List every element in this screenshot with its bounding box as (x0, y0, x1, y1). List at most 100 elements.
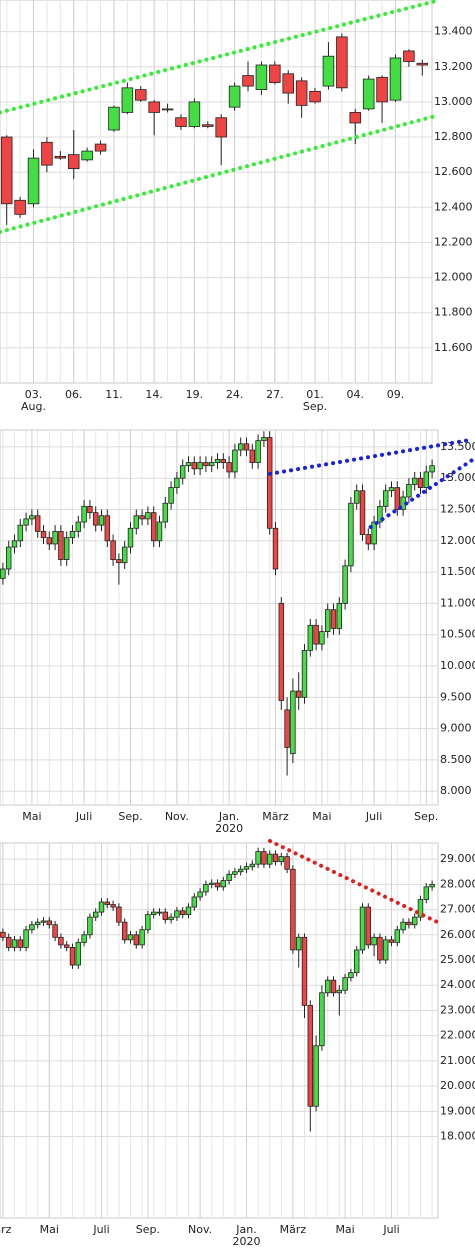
candle-body (220, 459, 227, 463)
x-tick-label: 01. (306, 388, 324, 401)
candle-body (406, 484, 412, 498)
x-tick-label: 04. (347, 388, 365, 401)
y-tick-label: 13.500 (440, 440, 475, 453)
candle-body (423, 886, 430, 900)
candle-body (87, 916, 93, 936)
candle-body (266, 853, 273, 865)
candle-body (269, 64, 281, 83)
candle-body (135, 89, 147, 101)
candle-body (342, 977, 348, 991)
candle-body (376, 76, 388, 103)
candle-body (215, 117, 227, 138)
candle-body (377, 505, 383, 523)
candle-body (188, 101, 201, 127)
candle-body (214, 882, 221, 888)
candle-body (272, 527, 279, 570)
candle-body (382, 939, 389, 961)
y-tick-label: 12.500 (440, 503, 475, 516)
candle-body (330, 979, 337, 994)
candle-body (336, 989, 343, 994)
x-tick-label: Jan. (235, 1223, 256, 1236)
y-tick-label: 13.000 (440, 471, 475, 484)
candle-body (295, 80, 308, 106)
y-tick-label: 26.000 (440, 928, 475, 941)
trend-line (368, 456, 475, 530)
candle-body (249, 449, 256, 463)
candle-body (411, 477, 418, 485)
candle-body (63, 537, 70, 560)
candle-body (330, 609, 337, 629)
candle-body (202, 124, 214, 127)
x-group-label: 2020 (215, 822, 243, 835)
candle-body (284, 856, 290, 870)
trend-line (267, 838, 443, 926)
candle-body (148, 101, 160, 113)
candle-body (139, 929, 145, 946)
candle-body (75, 521, 82, 532)
y-tick-label: 10.500 (440, 628, 475, 641)
candle-body (175, 117, 187, 127)
candle-body (353, 490, 360, 504)
candle-body (156, 911, 163, 914)
candle-body (290, 690, 296, 755)
candle-body (63, 944, 70, 948)
candle-body (423, 471, 430, 488)
candle-body (388, 487, 395, 492)
candle-body (174, 910, 180, 918)
plot-area (0, 429, 439, 806)
x-tick-label: 03. (25, 388, 43, 401)
candle-body (226, 873, 232, 881)
y-tick-label: 11.600 (434, 341, 473, 354)
candle-body (301, 936, 308, 1006)
candle-body (108, 106, 120, 131)
candle-body (278, 603, 285, 701)
candle-body (295, 690, 302, 698)
candle-body (359, 490, 366, 535)
x-tick-label: Juli (382, 1223, 399, 1236)
candle-body (104, 515, 111, 542)
candle-body (87, 505, 93, 514)
candle-body (295, 936, 302, 951)
candle-body (0, 568, 6, 579)
y-tick-label: 12.600 (434, 165, 473, 178)
candle-body (284, 709, 290, 748)
candle-body (362, 78, 375, 110)
candle-body (156, 521, 163, 542)
y-tick-label: 18.000 (440, 1130, 475, 1143)
y-tick-label: 12.000 (434, 271, 473, 284)
candle-body (81, 150, 93, 161)
candle-body (54, 155, 67, 159)
candle-body (29, 924, 35, 931)
x-tick-label: 14. (145, 388, 163, 401)
candle-body (417, 477, 424, 488)
candle-body (319, 992, 325, 1047)
candle-body (98, 901, 105, 913)
x-tick-label: März (280, 1223, 307, 1236)
candle-body (282, 73, 294, 94)
candle-body (11, 540, 18, 548)
x-group-label: Aug. (21, 400, 46, 413)
candle-body (214, 459, 221, 463)
candle-body (232, 871, 238, 875)
candle-body (416, 62, 429, 66)
x-tick-label: Mai (22, 810, 41, 823)
candle-body (75, 941, 82, 966)
candle-body (336, 36, 348, 89)
candle-body (261, 851, 267, 865)
candle-body (5, 546, 12, 570)
candle-body (94, 143, 107, 152)
trend-line (0, 0, 442, 115)
candle-body (389, 57, 402, 101)
candle-body (121, 921, 128, 941)
x-tick-label: Sep. (136, 1223, 160, 1236)
candle-body (110, 904, 116, 908)
candle-body (388, 939, 395, 943)
candle-body (203, 462, 209, 467)
candle-body (92, 911, 99, 918)
candle-body (139, 515, 145, 520)
candle-body (162, 502, 169, 523)
x-tick-label: Nov. (188, 1223, 212, 1236)
candle-body (261, 437, 267, 442)
candle-body (324, 609, 331, 632)
